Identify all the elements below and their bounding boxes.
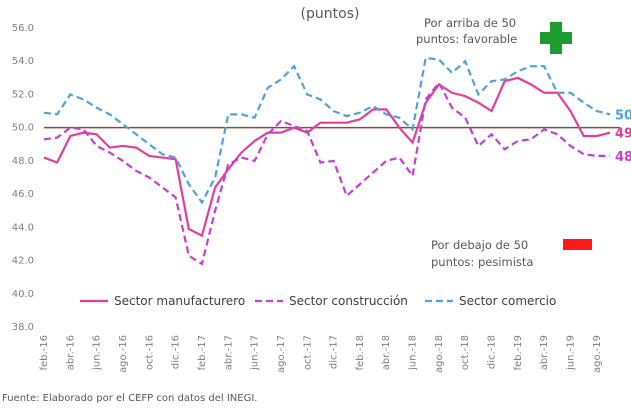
y-tick-label: 54.0 [12,56,34,67]
y-tick-label: 56.0 [12,23,34,34]
x-tick-label: jun.-16 [92,335,103,371]
end-label: 48.3 [615,150,631,165]
x-tick-label: feb.-19 [513,335,524,371]
x-tick-label: jun.-18 [408,335,419,371]
x-tick-label: feb.-18 [355,335,366,371]
pessimist-icon [563,239,592,250]
y-tick-label: 52.0 [12,89,34,100]
source-note: Fuente: Elaborado por el CEFP con datos … [2,393,257,404]
x-tick-label: feb.-16 [39,335,50,371]
end-label: 49.7 [615,127,631,142]
y-tick-label: 46.0 [12,189,34,200]
x-tick-label: abr.-18 [381,335,392,370]
x-tick-label: ago.-16 [118,335,129,373]
x-tick-label: abr.-19 [539,335,550,370]
x-tick-label: ago.-19 [592,335,603,373]
x-tick-label: abr.-17 [223,335,234,370]
x-tick-label: ago.-17 [276,335,287,373]
x-tick-label: ago.-18 [434,335,445,373]
legend-label: Sector manufacturero [114,294,245,308]
x-tick-label: jun.-19 [566,335,577,371]
y-tick-label: 48.0 [12,156,34,167]
x-tick-label: oct.-16 [144,335,155,370]
x-tick-label: feb.-17 [197,335,208,371]
y-tick-label: 40.0 [12,289,34,300]
annotation: puntos: pesimista [431,255,533,269]
legend-label: Sector comercio [459,294,556,308]
favorable-icon [540,22,572,54]
x-tick-label: abr.-16 [65,335,76,370]
annotation: puntos: favorable [416,32,517,46]
series-line [43,80,610,266]
x-tick-label: oct.-17 [302,335,313,370]
y-tick-label: 38.0 [12,322,34,333]
end-label: 50.8 [615,108,631,123]
annotation: Por arriba de 50 [424,16,516,30]
x-tick-label: dic.-17 [329,335,340,369]
series-line [43,56,611,205]
annotation: Por debajo de 50 [431,238,528,252]
x-tick-label: dic.-18 [487,335,498,369]
series-line [43,76,611,238]
y-tick-label: 44.0 [12,222,34,233]
x-tick-label: jun.-17 [250,335,261,371]
x-tick-label: oct.-18 [460,335,471,370]
x-tick-label: dic.-16 [171,335,182,369]
chart-title: (puntos) [301,6,360,22]
legend-label: Sector construcción [289,294,408,308]
y-tick-label: 50.0 [12,123,34,134]
y-tick-label: 42.0 [12,256,34,267]
